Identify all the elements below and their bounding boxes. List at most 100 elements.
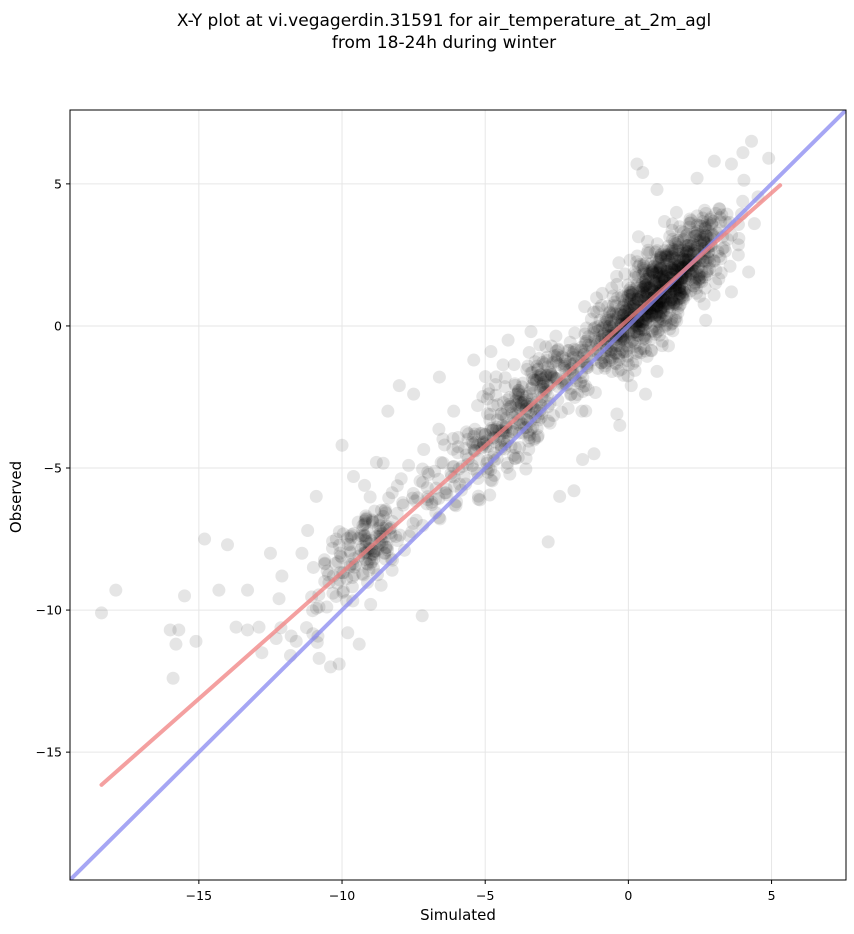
data-point	[309, 601, 323, 615]
data-point	[712, 272, 726, 286]
data-point	[668, 313, 682, 327]
data-point	[610, 277, 624, 291]
data-point	[306, 560, 320, 574]
scatter-points	[94, 134, 776, 685]
data-point	[671, 281, 685, 295]
data-point	[714, 252, 728, 266]
data-point	[413, 474, 427, 488]
data-point	[610, 269, 624, 283]
data-point	[544, 367, 558, 381]
data-point	[614, 306, 628, 320]
data-point	[632, 322, 646, 336]
data-point	[692, 273, 706, 287]
data-point	[658, 319, 672, 333]
data-point	[621, 369, 635, 383]
data-point	[626, 357, 640, 371]
data-point	[378, 503, 392, 517]
data-point	[667, 242, 681, 256]
data-point	[364, 597, 378, 611]
data-point	[379, 506, 393, 520]
data-point	[364, 557, 378, 571]
data-point	[676, 251, 690, 265]
data-point	[376, 509, 390, 523]
data-point	[482, 382, 496, 396]
data-point	[650, 304, 664, 318]
data-point	[600, 319, 614, 333]
data-point	[416, 462, 430, 476]
data-point	[632, 329, 646, 343]
data-point	[512, 388, 526, 402]
data-point	[440, 488, 454, 502]
data-point	[674, 277, 688, 291]
data-point	[668, 283, 682, 297]
data-point	[649, 322, 663, 336]
data-point	[509, 394, 523, 408]
data-point	[272, 592, 286, 606]
data-point	[505, 424, 519, 438]
data-point	[667, 296, 681, 310]
data-point	[637, 259, 651, 273]
data-point	[636, 285, 650, 299]
data-point	[641, 246, 655, 260]
data-point	[332, 525, 346, 539]
data-point	[649, 266, 663, 280]
data-point	[637, 342, 651, 356]
data-point	[709, 263, 723, 277]
data-point	[551, 343, 565, 357]
data-point	[659, 248, 673, 262]
data-point	[558, 354, 572, 368]
data-point	[679, 244, 693, 258]
data-point	[564, 388, 578, 402]
data-point	[631, 269, 645, 283]
data-point	[620, 339, 634, 353]
data-point	[608, 295, 622, 309]
data-point	[524, 366, 538, 380]
data-point	[670, 297, 684, 311]
data-point	[651, 299, 665, 313]
data-point	[663, 322, 677, 336]
data-point	[671, 259, 685, 273]
data-point	[252, 620, 266, 634]
data-point	[697, 233, 711, 247]
data-point	[723, 259, 737, 273]
data-point	[731, 248, 745, 262]
data-point	[717, 240, 731, 254]
data-point	[501, 393, 515, 407]
data-point	[672, 281, 686, 295]
data-point	[682, 242, 696, 256]
data-point	[704, 227, 718, 241]
data-point	[660, 257, 674, 271]
data-point	[475, 426, 489, 440]
data-point	[662, 299, 676, 313]
data-point	[336, 527, 350, 541]
data-point	[359, 511, 373, 525]
data-point	[667, 298, 681, 312]
data-point	[390, 479, 404, 493]
data-point	[593, 313, 607, 327]
data-point	[363, 552, 377, 566]
data-point	[356, 568, 370, 582]
data-point	[551, 342, 565, 356]
data-point	[518, 393, 532, 407]
data-point	[344, 546, 358, 560]
data-point	[644, 307, 658, 321]
data-point	[709, 206, 723, 220]
data-point	[448, 479, 462, 493]
data-point	[366, 514, 380, 528]
data-point	[549, 344, 563, 358]
data-point	[508, 377, 522, 391]
data-point	[676, 233, 690, 247]
axis-ticks: −15 −10 −5 0 5 −15 −10 −5 0 5	[36, 176, 776, 903]
data-point	[658, 250, 672, 264]
data-point	[329, 589, 343, 603]
data-point	[590, 291, 604, 305]
data-point	[656, 270, 670, 284]
data-point	[647, 267, 661, 281]
data-point	[634, 342, 648, 356]
data-point	[241, 583, 255, 597]
data-point	[562, 344, 576, 358]
data-point	[630, 255, 644, 269]
data-point	[690, 240, 704, 254]
data-point	[489, 388, 503, 402]
data-point	[673, 287, 687, 301]
